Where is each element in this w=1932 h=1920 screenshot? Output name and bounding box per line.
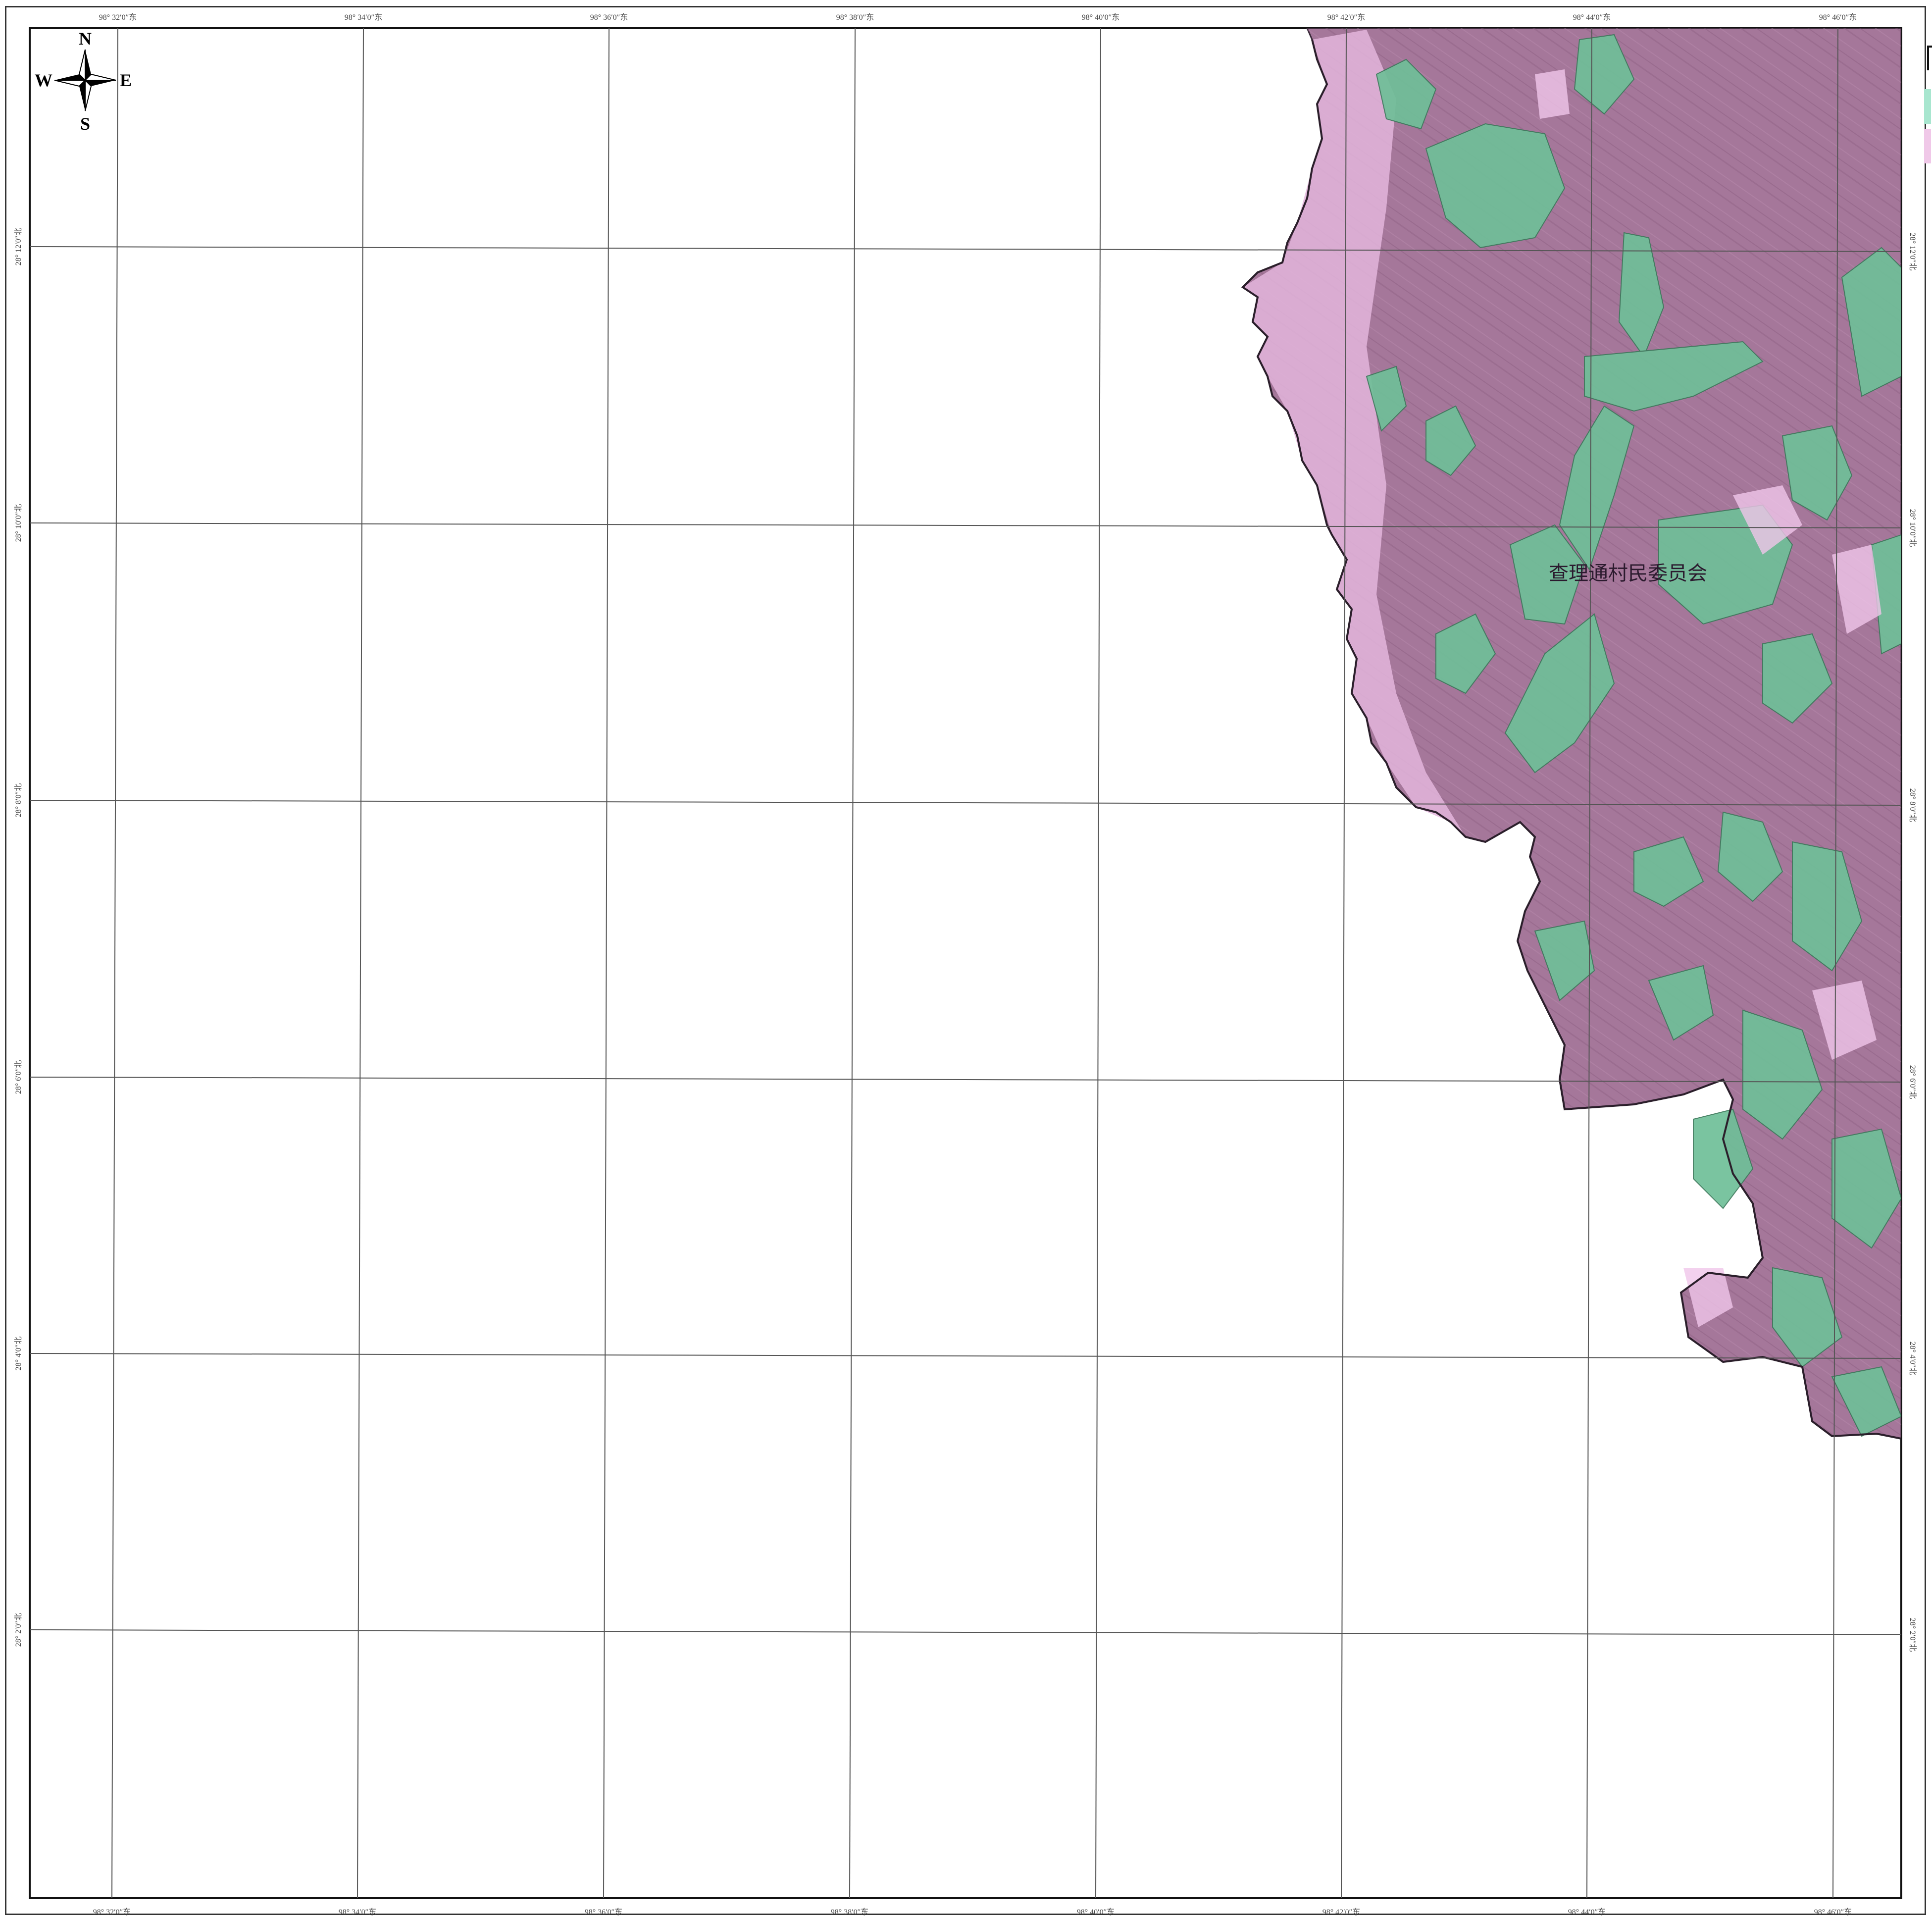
tick-label: 28° 10′0″北 [1908, 509, 1917, 547]
parallel-line [29, 1077, 1902, 1083]
meridian-line [1095, 28, 1101, 1899]
legend [1924, 45, 1931, 163]
meridian-line [1586, 28, 1592, 1899]
tick-label: 28° 8′0″北 [1908, 788, 1917, 823]
tick-label: 98° 38′0″东 [836, 13, 874, 22]
tick-label: 28° 8′0″北 [14, 783, 23, 818]
tick-label: 28° 2′0″北 [1908, 1618, 1917, 1652]
parallel-line [29, 1353, 1902, 1359]
tick-label: 98° 42′0″东 [1327, 13, 1366, 22]
tick-label: 28° 12′0″北 [1908, 233, 1917, 271]
tick-label: 28° 10′0″北 [14, 504, 23, 542]
tick-label: 28° 4′0″北 [14, 1337, 23, 1371]
tick-label: 28° 6′0″北 [14, 1060, 23, 1094]
tick-label: 98° 44′0″东 [1573, 13, 1611, 22]
tick-label: 98° 42′0″东 [1322, 1908, 1361, 1917]
meridian-line [111, 28, 118, 1899]
parallel-line [29, 800, 1902, 806]
bottom-tick-labels: 98° 32′0″东 98° 34′0″东 98° 36′0″东 98° 38′… [93, 1908, 1852, 1917]
top-tick-labels: 98° 32′0″东 98° 34′0″东 98° 36′0″东 98° 38′… [99, 13, 1857, 22]
terrain-west-margin [1243, 30, 1466, 837]
left-tick-labels: 28° 12′0″北 28° 10′0″北 28° 8′0″北 28° 6′0″… [14, 228, 23, 1647]
bright-slopes [1535, 69, 1881, 1327]
meridian-line [357, 28, 364, 1899]
tick-label: 98° 38′0″东 [831, 1908, 869, 1917]
tick-label: 98° 46′0″东 [1819, 13, 1857, 22]
graticule [29, 28, 1902, 1899]
tick-label: 98° 44′0″东 [1568, 1908, 1606, 1917]
place-label: 查理通村民委员会 [1549, 562, 1707, 585]
legend-swatch-bright-slope [1924, 129, 1931, 163]
compass-west: W [35, 70, 52, 90]
tick-label: 98° 40′0″东 [1077, 1908, 1115, 1917]
tick-label: 98° 32′0″东 [93, 1908, 131, 1917]
parallel-line [29, 522, 1902, 528]
study-area-boundary [1241, 39, 1901, 1440]
tick-label: 28° 12′0″北 [14, 228, 23, 266]
meridian-line [1832, 28, 1838, 1899]
meridian-line [603, 28, 610, 1899]
tick-label: 28° 6′0″北 [1908, 1065, 1917, 1099]
tick-label: 28° 2′0″北 [14, 1613, 23, 1647]
vegetation-patches [1366, 34, 1901, 1437]
meridian-line [849, 28, 856, 1899]
compass-north: N [79, 29, 92, 49]
compass-south: S [80, 114, 90, 134]
legend-swatch-vegetation [1924, 89, 1931, 124]
compass-rose-icon: N S E W [35, 29, 132, 134]
sheet-border [5, 6, 1926, 1915]
parallel-line [29, 1629, 1902, 1635]
tick-label: 98° 34′0″东 [339, 1908, 377, 1917]
tick-label: 28° 4′0″北 [1908, 1342, 1917, 1376]
right-tick-labels: 28° 12′0″北 28° 10′0″北 28° 8′0″北 28° 6′0″… [1908, 233, 1917, 1652]
tick-label: 98° 36′0″东 [590, 13, 628, 22]
tick-label: 98° 34′0″东 [345, 13, 383, 22]
legend-frame-edge [1927, 46, 1932, 70]
parallel-line [29, 246, 1902, 252]
compass-east: E [120, 70, 132, 90]
meridian-line [1341, 28, 1347, 1899]
tick-label: 98° 46′0″东 [1814, 1908, 1852, 1917]
tick-label: 98° 32′0″东 [99, 13, 137, 22]
tick-label: 98° 40′0″东 [1082, 13, 1120, 22]
tick-label: 98° 36′0″东 [585, 1908, 623, 1917]
